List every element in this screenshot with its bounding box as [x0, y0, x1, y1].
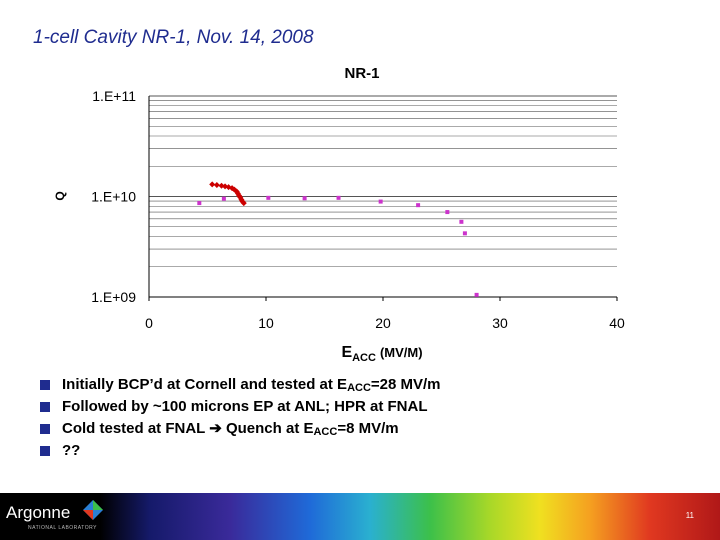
data-point — [213, 182, 220, 189]
footer-bar: Argonne NATIONAL LABORATORY 11 — [0, 493, 720, 540]
x-axis-label-main: E — [341, 344, 352, 361]
data-point — [266, 195, 271, 200]
bullet-item: Followed by ~100 microns EP at ANL; HPR … — [40, 396, 441, 418]
bullet-text: Followed by ~100 microns EP at ANL; HPR … — [62, 398, 428, 415]
bullet-text: Initially BCP’d at Cornell and tested at… — [62, 376, 348, 393]
data-point — [221, 196, 226, 201]
argonne-logo-text: Argonne — [6, 503, 71, 522]
y-tick-label: 1.E+10 — [91, 189, 136, 205]
y-tick-label: 1.E+11 — [92, 88, 136, 104]
bullet-item: Cold tested at FNAL ➔ Quench at EACC=8 M… — [40, 418, 441, 440]
x-tick-label: 40 — [609, 315, 625, 331]
x-tick-label: 0 — [145, 315, 153, 331]
data-point — [462, 231, 467, 236]
bullet-subscript: ACC — [313, 426, 338, 438]
page-number: 11 — [685, 511, 694, 520]
x-tick-label: 30 — [492, 315, 508, 331]
y-tick-label: 1.E+09 — [91, 289, 136, 305]
data-point — [459, 219, 464, 224]
bullet-text-tail: =28 MV/m — [370, 376, 441, 393]
data-point — [445, 210, 450, 215]
argonne-logo-subtext: NATIONAL LABORATORY — [28, 525, 97, 531]
data-point — [302, 196, 307, 201]
chart-ticks: 0 10 20 30 40 1.E+09 1.E+10 1.E+11 — [91, 88, 625, 331]
chart-grid — [149, 95, 617, 298]
argonne-logo-icon — [83, 500, 103, 520]
data-point — [209, 181, 216, 188]
data-point — [240, 200, 247, 207]
data-point — [474, 292, 479, 297]
x-axis-label-unit: (MV/M) — [380, 345, 423, 360]
data-point — [378, 199, 383, 204]
x-axis-label-sub: ACC — [352, 352, 376, 364]
bullet-list: Initially BCP’d at Cornell and tested at… — [40, 374, 441, 462]
data-point — [197, 201, 202, 206]
bullet-subscript: ACC — [347, 382, 371, 394]
bullet-square-icon — [40, 402, 50, 412]
bullet-item: ?? — [40, 440, 441, 462]
bullet-item: Initially BCP’d at Cornell and tested at… — [40, 374, 441, 396]
bullet-square-icon — [40, 380, 50, 390]
chart-title: NR-1 — [344, 65, 379, 82]
bullet-text-tail: =8 MV/m — [337, 420, 399, 437]
y-axis-label: Q — [53, 191, 67, 200]
bullet-square-icon — [40, 424, 50, 434]
bullet-text: Cold tested at FNAL ➔ Quench at E — [62, 420, 314, 437]
x-axis-label: EACC (MV/M) — [341, 344, 422, 364]
data-point — [336, 195, 341, 200]
x-tick-label: 10 — [258, 315, 274, 331]
slide-title: 1-cell Cavity NR-1, Nov. 14, 2008 — [33, 27, 314, 48]
chart-points — [197, 181, 479, 297]
bullet-square-icon — [40, 446, 50, 456]
bullet-text: ?? — [62, 442, 81, 459]
x-tick-label: 20 — [375, 315, 391, 331]
data-point — [416, 203, 421, 208]
